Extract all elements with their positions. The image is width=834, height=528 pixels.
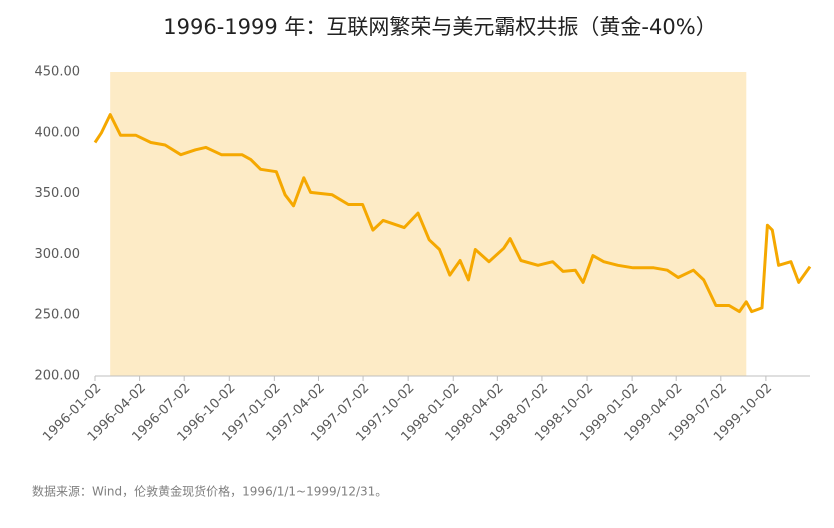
y-tick-label: 450.00	[35, 65, 81, 80]
source-note: 数据来源：Wind，伦敦黄金现货价格，1996/1/1~1999/12/31。	[32, 484, 387, 499]
price-line	[93, 113, 812, 314]
highlight-band	[110, 72, 747, 376]
y-tick-label: 300.00	[35, 247, 81, 262]
chart-title: 1996-1999 年：互联网繁荣与美元霸权共振（黄金-40%）	[163, 15, 716, 39]
y-tick-label: 400.00	[35, 125, 81, 140]
y-tick-label: 350.00	[35, 186, 81, 201]
y-tick-label: 200.00	[35, 369, 81, 384]
y-tick-label: 250.00	[35, 308, 81, 323]
